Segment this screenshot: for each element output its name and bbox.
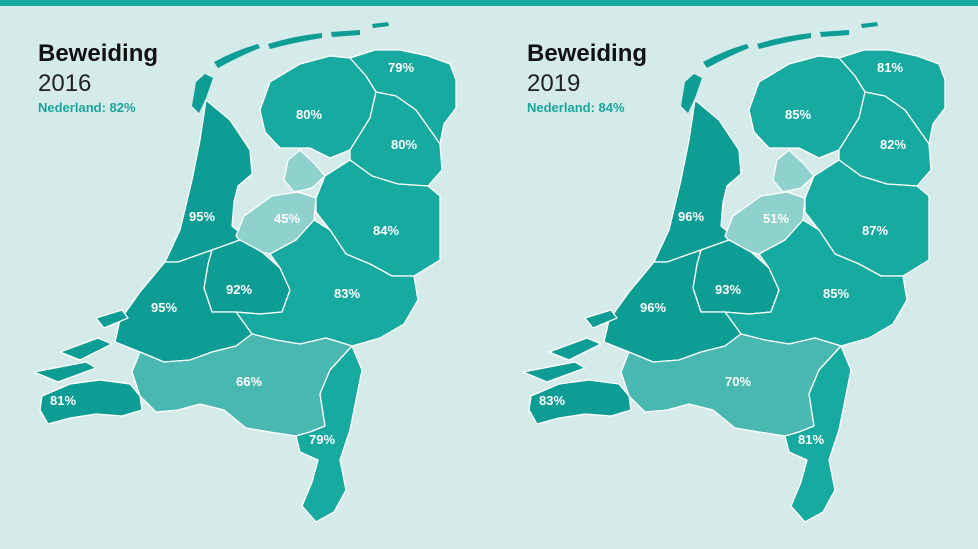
island-texel [192,74,213,113]
region-flevoland-north [283,149,326,193]
region-zeeland-north-isles [33,309,129,383]
region-flevoland-north [772,149,815,193]
pct-drenthe: 80% [391,137,417,152]
pct-gelderland: 85% [823,286,849,301]
map-title: Beweiding [38,40,159,67]
region-zeeland-north-isles [522,309,618,383]
pct-groningen: 79% [388,60,414,75]
pct-zuid-holland: 96% [640,300,666,315]
pct-gelderland: 83% [334,286,360,301]
wadden-islands [192,22,389,113]
national-average: Nederland: 84% [527,100,625,115]
pct-groningen: 81% [877,60,903,75]
netherlands-map-2019: 81% 85% 82% 51% 96% 87% 93% 85% 96% 70% … [522,22,946,523]
pct-friesland: 80% [296,107,322,122]
region-limburg [784,345,852,523]
island-terschelling [757,33,811,49]
region-limburg [295,345,363,523]
national-average: Nederland: 82% [38,100,136,115]
island-vlieland [214,44,260,68]
island-ameland [331,30,360,37]
map-panel-2019: 81% 85% 82% 51% 96% 87% 93% 85% 96% 70% … [489,0,978,549]
pct-noord-holland: 95% [189,209,215,224]
pct-limburg: 79% [309,432,335,447]
region-gelderland [235,219,419,347]
island-schiermonnikoog [372,22,389,28]
region-zeeland [528,379,632,425]
wadden-islands [681,22,878,113]
netherlands-map-2016: 79% 80% 80% 45% 95% 84% 92% 83% 95% 66% … [33,22,457,523]
island-texel [681,74,702,113]
pct-zeeland: 81% [50,393,76,408]
island-terschelling [268,33,322,49]
pct-noord-holland: 96% [678,209,704,224]
pct-overijssel: 84% [373,223,399,238]
pct-flevoland: 51% [763,211,789,226]
map-year: 2019 [527,70,581,97]
island-schiermonnikoog [861,22,878,28]
island-vlieland [703,44,749,68]
pct-limburg: 81% [798,432,824,447]
pct-noord-brabant: 66% [236,374,262,389]
region-gelderland [724,219,908,347]
map-panel-2016: 79% 80% 80% 45% 95% 84% 92% 83% 95% 66% … [33,22,457,523]
pct-drenthe: 82% [880,137,906,152]
region-zeeland [39,379,143,425]
pct-utrecht: 92% [226,282,252,297]
top-accent-bar [0,0,978,6]
pct-flevoland: 45% [274,211,300,226]
pct-zuid-holland: 95% [151,300,177,315]
pct-utrecht: 93% [715,282,741,297]
island-ameland [820,30,849,37]
map-title: Beweiding [527,40,648,67]
region-overijssel [315,159,441,277]
pct-noord-brabant: 70% [725,374,751,389]
region-overijssel [804,159,930,277]
pct-zeeland: 83% [539,393,565,408]
map-year: 2016 [38,70,92,97]
pct-friesland: 85% [785,107,811,122]
pct-overijssel: 87% [862,223,888,238]
